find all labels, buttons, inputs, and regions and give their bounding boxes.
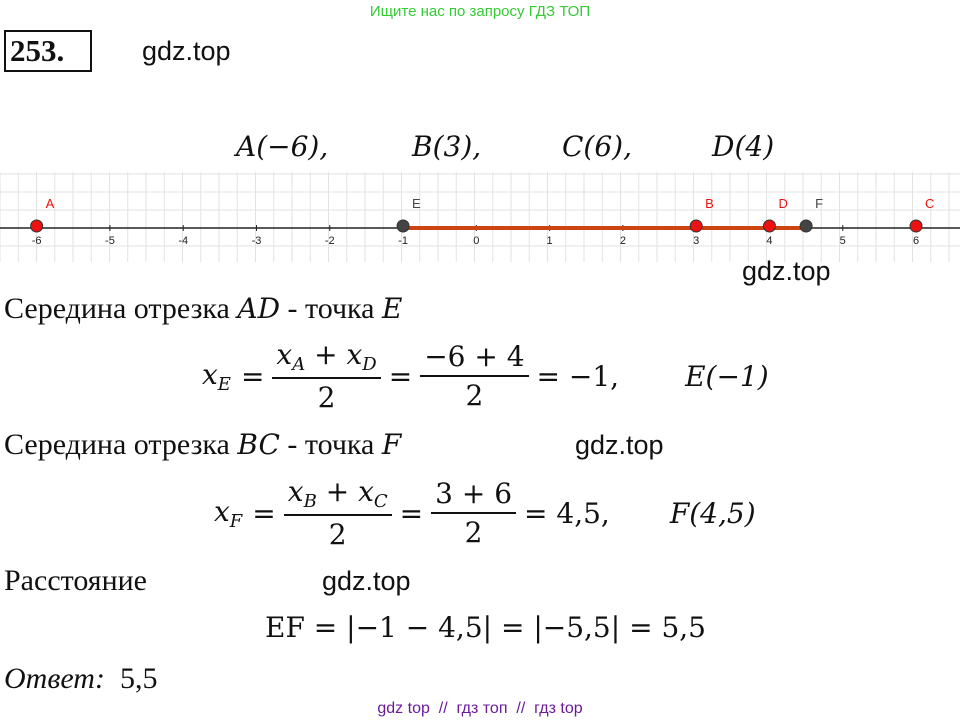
- point: [909, 219, 923, 233]
- given-point: A(−6),: [236, 130, 329, 163]
- problem-number: 253.: [4, 30, 92, 72]
- answer: Ответ: 5,5: [4, 662, 157, 696]
- tick-label: 0: [473, 235, 479, 247]
- var: xF: [214, 495, 242, 532]
- den: 2: [328, 518, 347, 551]
- point-label: F: [815, 196, 823, 211]
- point: F(4,5): [669, 496, 756, 530]
- sub: D: [362, 354, 377, 375]
- point: F: [381, 428, 402, 461]
- tick-label: 1: [547, 235, 553, 247]
- tick-label: -1: [398, 235, 408, 247]
- point: E: [381, 292, 403, 325]
- eq: =: [399, 496, 424, 530]
- var: x: [214, 494, 230, 528]
- result: = 4,5,: [524, 496, 610, 530]
- var: x: [287, 475, 304, 508]
- den: 2: [317, 381, 336, 414]
- point-label: E: [412, 196, 421, 211]
- var: x: [202, 357, 218, 391]
- answer-value: 5,5: [119, 662, 158, 695]
- num: 3 + 6: [431, 477, 517, 514]
- point: [30, 219, 44, 233]
- text-line: Середина отрезка BC - точка F: [4, 428, 401, 462]
- segment: BC: [237, 428, 280, 461]
- op: +: [325, 475, 350, 508]
- eq: =: [388, 359, 413, 393]
- point: [396, 219, 410, 233]
- tick-label: 5: [840, 235, 846, 247]
- tick-label: 2: [620, 235, 626, 247]
- point: [689, 219, 703, 233]
- den: 2: [465, 379, 484, 412]
- fraction: xA + xD 2: [272, 338, 381, 414]
- tick-label: -4: [178, 235, 188, 247]
- text: Середина отрезка: [4, 428, 238, 461]
- point-label: C: [925, 196, 934, 211]
- den: 2: [464, 516, 483, 549]
- number-line: -6 -5 -4 -3 -2 -1 0 1 2 3 4 5 6 A E B D F C: [0, 172, 960, 262]
- point-label: A: [46, 196, 55, 211]
- tick-label: -2: [325, 235, 335, 247]
- tick-label: 6: [913, 235, 919, 247]
- site-mark: gdz.top: [142, 36, 231, 66]
- watermark: gdz top // гдз топ // гдз top: [377, 700, 583, 717]
- var: xE: [202, 358, 231, 395]
- sub: A: [292, 354, 306, 375]
- result: = −1,: [536, 359, 620, 393]
- var: x: [358, 475, 374, 508]
- eq: =: [252, 496, 276, 530]
- point: [762, 219, 776, 233]
- tick-label: -5: [105, 235, 115, 247]
- given-point: B(3),: [412, 130, 482, 163]
- text-line: Расстояние: [4, 564, 147, 597]
- text: - точка: [280, 292, 382, 325]
- sub: C: [373, 491, 388, 512]
- watermark: Ищите нас по запросу ГДЗ ТОП: [369, 3, 591, 20]
- text: Середина отрезка: [4, 292, 238, 325]
- given-point: D(4): [712, 130, 775, 163]
- site-mark: gdz.top: [742, 256, 831, 286]
- formula: EF = |−1 − 4,5| = |−5,5| = 5,5: [265, 611, 706, 644]
- point: [799, 219, 813, 233]
- answer-label: Ответ:: [4, 662, 105, 695]
- sub: F: [229, 510, 243, 532]
- site-mark: gdz.top: [322, 566, 411, 596]
- text-line: Середина отрезка AD - точка E: [4, 292, 402, 326]
- op: +: [314, 338, 338, 371]
- point-label: D: [778, 196, 787, 211]
- fraction: xB + xC 2: [283, 475, 392, 551]
- tick-label: 4: [766, 235, 772, 247]
- num: −6 + 4: [420, 340, 529, 377]
- site-mark: gdz.top: [575, 430, 664, 460]
- var: x: [276, 338, 293, 371]
- point: E(−1): [685, 359, 769, 393]
- eq: =: [240, 359, 265, 393]
- sub: B: [303, 491, 317, 512]
- segment: AD: [237, 292, 281, 325]
- tick-label: 3: [693, 235, 699, 247]
- var: x: [346, 338, 363, 371]
- text: - точка: [279, 428, 382, 461]
- given-point: C(6),: [562, 130, 632, 163]
- sub: E: [217, 373, 231, 395]
- tick-label: -6: [32, 235, 42, 247]
- tick-label: -3: [252, 235, 262, 247]
- point-label: B: [705, 196, 714, 211]
